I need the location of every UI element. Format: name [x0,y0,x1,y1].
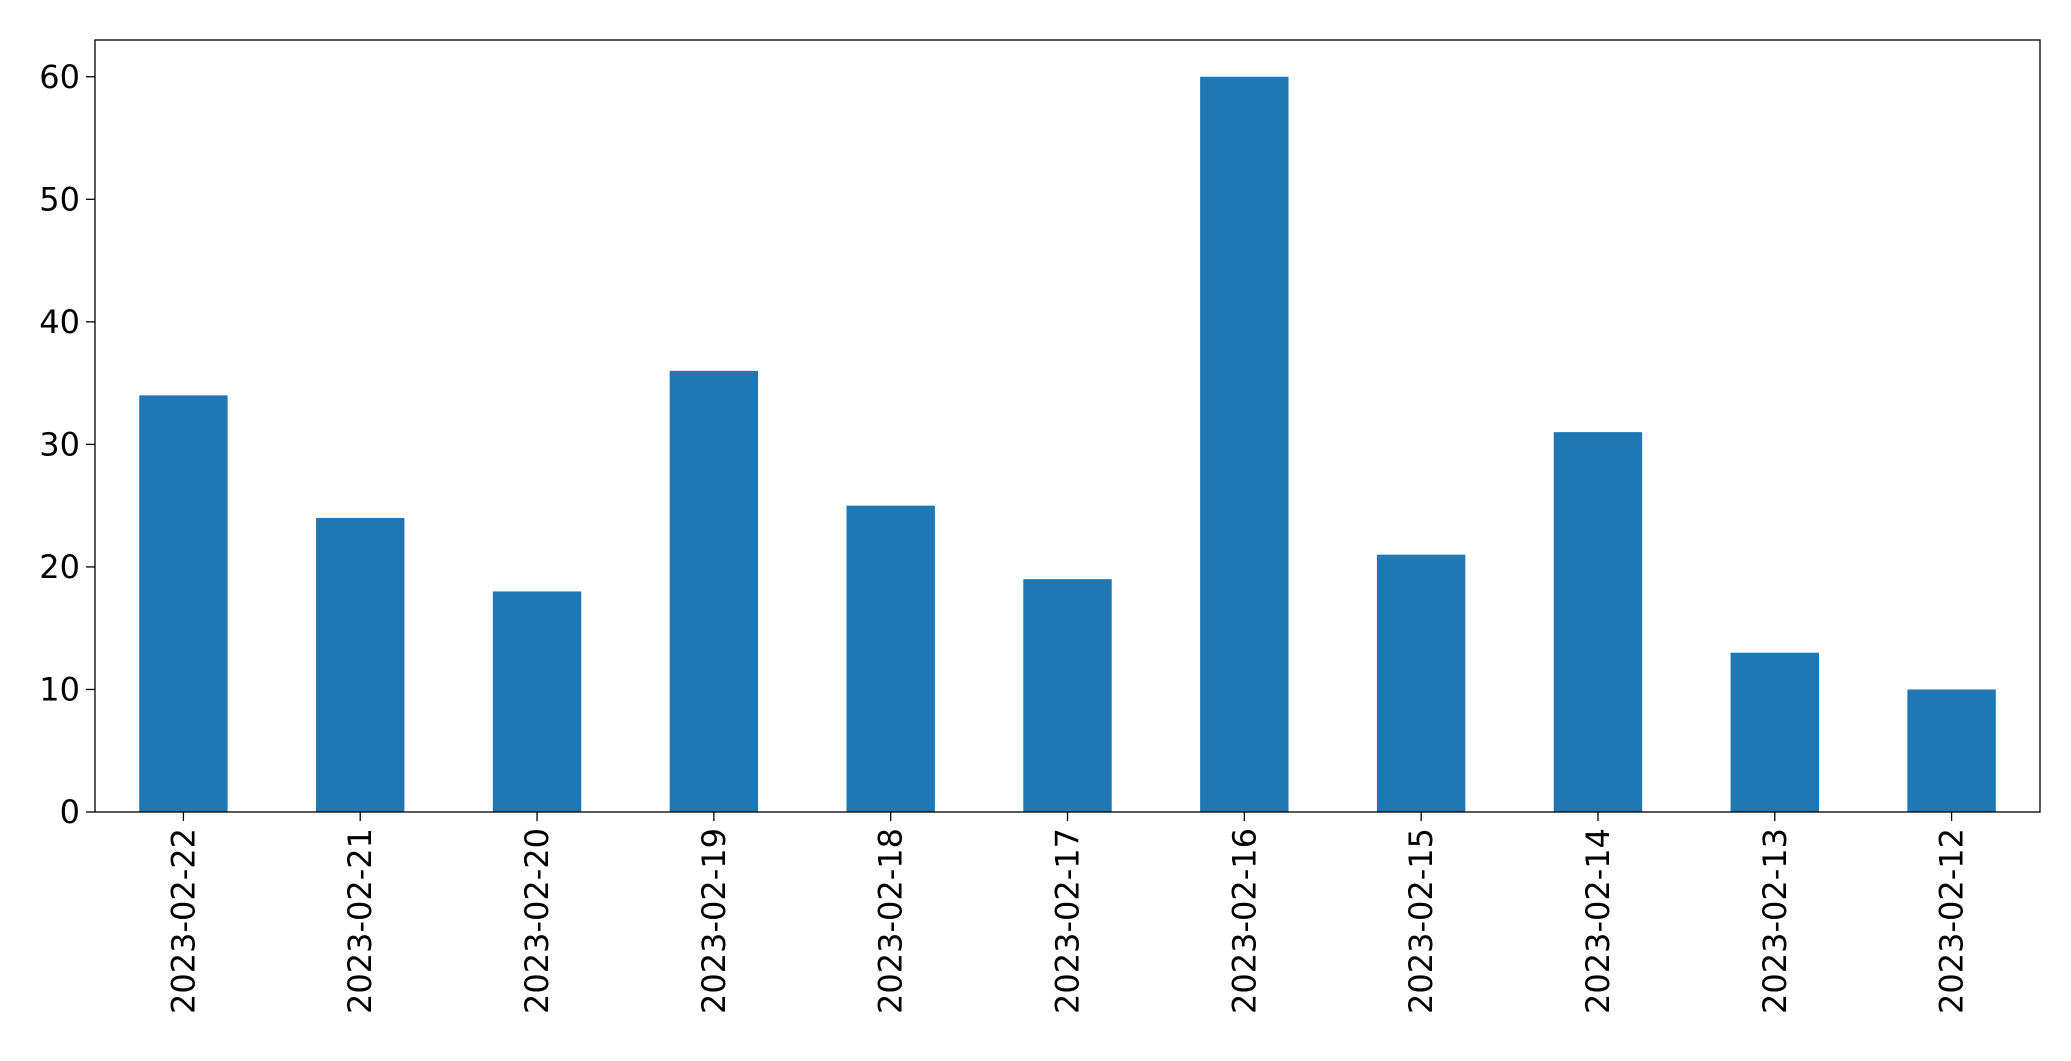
x-tick-label: 2023-02-12 [1933,828,1971,1014]
bar-2023-02-16 [1200,76,1289,812]
y-tick-label: 30 [39,425,80,463]
x-tick-label: 2023-02-19 [695,828,733,1014]
bar-2023-02-21 [316,517,405,812]
y-tick-label: 0 [60,793,80,831]
bar-2023-02-15 [1376,554,1466,812]
bars-layer [139,76,1996,812]
x-tick-label: 2023-02-20 [518,828,556,1014]
x-tick-label: 2023-02-13 [1756,828,1794,1014]
x-tick-label: 2023-02-16 [1225,828,1263,1014]
bar-2023-02-22 [139,395,228,812]
bar-2023-02-13 [1730,652,1819,812]
bar-2023-02-14 [1553,432,1643,812]
y-tick-label: 60 [39,58,80,96]
y-axis-ticks: 0 10 20 30 40 50 60 [39,58,95,831]
y-tick-label: 40 [39,303,80,341]
x-tick-label: 2023-02-14 [1579,828,1617,1014]
bar-2023-02-19 [669,370,759,812]
x-tick-label: 2023-02-17 [1049,828,1087,1014]
y-tick-label: 10 [39,670,80,708]
x-tick-label: 2023-02-15 [1402,828,1440,1014]
x-tick-label: 2023-02-18 [872,828,910,1014]
bar-2023-02-20 [492,591,582,812]
bar-2023-02-17 [1023,579,1112,812]
y-tick-label: 50 [39,180,80,218]
x-tick-label: 2023-02-21 [341,828,379,1014]
bar-2023-02-18 [846,505,935,812]
y-tick-label: 20 [39,548,80,586]
bar-2023-02-12 [1907,689,1996,812]
x-tick-label: 2023-02-22 [164,828,202,1014]
x-axis-ticks: 2023-02-22 2023-02-21 2023-02-20 2023-02-19… [164,812,1971,1014]
